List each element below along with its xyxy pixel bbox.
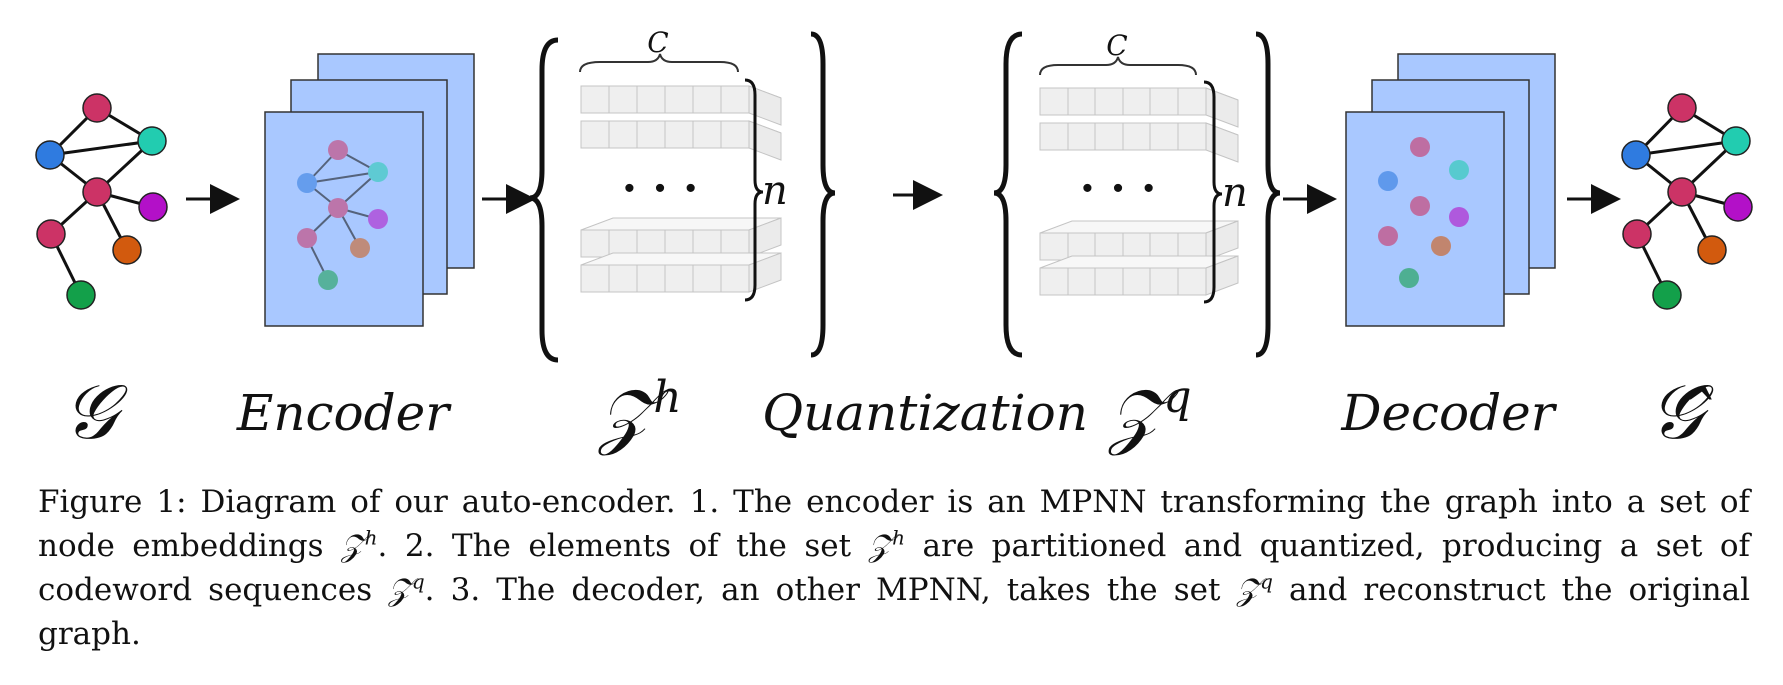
graph-node	[1621, 140, 1651, 170]
graph-node	[1723, 192, 1753, 222]
graph-node	[1721, 126, 1751, 156]
quantization-label: Quantization	[762, 384, 1088, 442]
input-graph-label: 𝒢	[63, 367, 128, 456]
codeword-vector	[1039, 220, 1239, 261]
right-brace	[1255, 31, 1281, 358]
math-z-q: 𝒵q	[388, 569, 425, 608]
codeword-vector	[1039, 87, 1239, 128]
codeword-dim-label: C	[1106, 29, 1127, 62]
side-brace	[744, 78, 764, 302]
top-brace	[1039, 56, 1197, 76]
latent-set-q: C · · · n	[993, 29, 1281, 358]
graph-node	[1697, 235, 1727, 265]
graph-node	[1667, 177, 1697, 207]
graph-node	[82, 93, 112, 123]
caption-text: and reconstruct the original graph.	[38, 572, 1751, 652]
set-size-label: n	[762, 168, 788, 214]
graph-node	[66, 280, 96, 310]
codeword-vector	[580, 85, 782, 126]
graph-node	[138, 192, 168, 222]
left-brace	[529, 37, 559, 363]
caption-text: . 2. The elements of the set	[377, 528, 852, 564]
math-z-q: 𝒵q	[1236, 569, 1273, 608]
math-z-h: 𝒵h	[341, 525, 378, 564]
graph-node	[36, 219, 66, 249]
caption-text: are partitioned and quantized, producing…	[38, 528, 1751, 608]
left-brace	[993, 31, 1023, 358]
input-graph	[35, 93, 168, 310]
decoder-label: Decoder	[1340, 384, 1557, 442]
right-brace	[810, 31, 836, 358]
codeword-vector	[580, 252, 782, 293]
codeword-dim-label: C	[647, 26, 668, 59]
output-graph	[1621, 93, 1753, 310]
graph-node	[82, 177, 112, 207]
auto-encoder-diagram: C · · · n	[35, 26, 1753, 457]
graph-node	[1667, 93, 1697, 123]
math-z-h: 𝒵h	[868, 525, 906, 564]
graph-node	[137, 126, 167, 156]
graph-node	[1652, 280, 1682, 310]
ellipsis: · · ·	[1080, 163, 1157, 214]
figure-caption: Figure 1: Diagram of our auto-encoder. 1…	[38, 480, 1750, 656]
decoder-inner-nodes	[1378, 137, 1469, 288]
set-size-label: n	[1222, 170, 1248, 216]
encoder-label: Encoder	[236, 384, 452, 442]
encoder-stack	[264, 53, 475, 327]
caption-text: Diagram of our auto-encoder. 1. The enco…	[38, 484, 1751, 564]
ellipsis: · · ·	[622, 163, 699, 214]
decoder-stack	[1345, 53, 1556, 327]
graph-node	[35, 140, 65, 170]
codeword-vector	[580, 217, 782, 258]
latent-h-label: 𝒵h	[596, 372, 681, 457]
output-graph-label: 𝒢̂	[1649, 367, 1714, 456]
codeword-vector	[1039, 122, 1239, 163]
codeword-vector	[1039, 255, 1239, 296]
graph-node	[1622, 219, 1652, 249]
side-brace	[1203, 80, 1223, 304]
graph-node	[112, 235, 142, 265]
latent-set-h: C · · · n	[529, 26, 836, 363]
caption-text: . 3. The decoder, an other MPNN, takes t…	[424, 572, 1221, 608]
top-brace	[579, 53, 739, 73]
codeword-vector	[580, 120, 782, 161]
encoder-inner-graph	[297, 140, 388, 290]
latent-q-label: 𝒵q	[1107, 372, 1192, 457]
figure-number: Figure 1:	[38, 484, 187, 520]
